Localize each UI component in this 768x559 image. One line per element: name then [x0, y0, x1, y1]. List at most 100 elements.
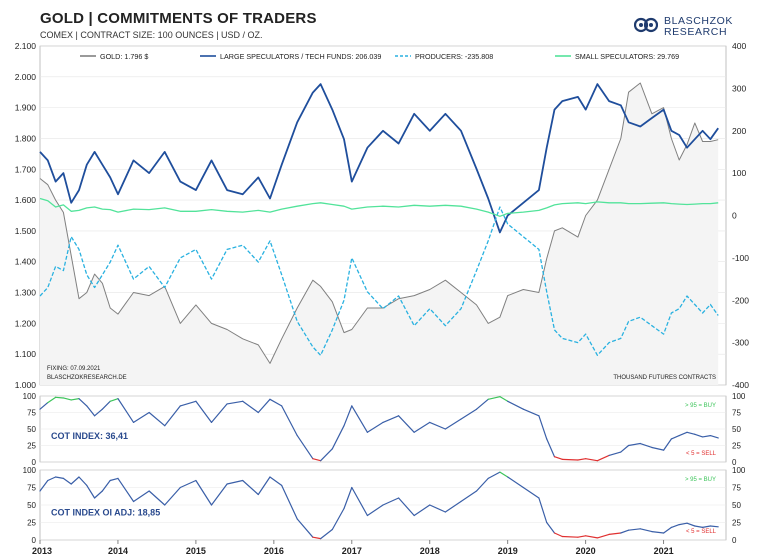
index-segment	[93, 408, 103, 417]
index-segment	[148, 490, 166, 506]
cot-index-label: COT INDEX: 36,41	[51, 431, 128, 441]
index-segment	[70, 398, 80, 401]
index-segment	[257, 476, 271, 496]
chart-subtitle: COMEX | CONTRACT SIZE: 100 OUNCES | USD …	[40, 30, 263, 40]
index-segment	[627, 442, 641, 447]
index-segment	[694, 433, 704, 438]
index-segment	[296, 435, 314, 460]
index-segment	[475, 398, 489, 410]
units-annotation: THOUSAND FUTURES CONTRACTS	[613, 375, 716, 381]
index-segment	[670, 523, 680, 529]
index-segment	[54, 476, 64, 479]
index-segment	[620, 529, 630, 534]
sell-threshold-label: < 5 = SELL	[686, 529, 717, 535]
index-segment	[281, 484, 298, 520]
index-segment	[195, 479, 213, 506]
index-segment	[164, 405, 181, 427]
index-segment	[608, 532, 622, 536]
brand-logo: BLASCHZOK RESEARCH	[634, 13, 764, 39]
y-tick-label-left: 25	[27, 442, 36, 451]
index-segment	[117, 398, 135, 423]
y-tick-label-left: 1.100	[15, 349, 37, 359]
y-tick-label-right: 100	[732, 392, 746, 401]
index-segment	[269, 476, 283, 486]
legend-entry: SMALL SPECULATORS: 29.769	[575, 52, 679, 61]
y-tick-label-left: 75	[27, 484, 36, 493]
owl-logo-icon	[634, 17, 658, 33]
x-tick-label: 2013	[32, 546, 52, 556]
y-tick-label-left: 25	[27, 519, 36, 528]
sell-threshold-label: < 5 = SELL	[686, 451, 717, 457]
y-tick-label-left: 2.000	[15, 72, 37, 82]
index-segment	[242, 400, 259, 414]
index-segment	[596, 533, 610, 539]
index-segment	[670, 435, 680, 440]
index-segment	[195, 400, 213, 423]
buy-threshold-label: > 95 = BUY	[685, 403, 716, 409]
index-segment	[47, 476, 57, 482]
y-tick-label-left: 1.200	[15, 318, 37, 328]
index-segment	[585, 535, 598, 539]
index-segment	[561, 458, 579, 461]
y-tick-label-right: 50	[732, 501, 741, 510]
index-segment	[93, 490, 103, 499]
index-segment	[366, 421, 384, 433]
index-segment	[331, 507, 345, 531]
index-segment	[639, 528, 653, 533]
logo-text-line2: RESEARCH	[664, 26, 728, 38]
index-segment	[320, 448, 333, 462]
index-segment	[651, 446, 665, 451]
index-segment	[678, 431, 688, 437]
index-segment	[47, 396, 57, 404]
cot-index-panel: 100 100 75 75 50 50 25 25 0 0 COT INDEX: 36,41 > 95…	[23, 392, 746, 467]
index-segment	[709, 435, 719, 439]
y-tick-label-left: 2.100	[15, 41, 37, 51]
index-segment	[546, 438, 556, 458]
index-segment	[148, 411, 166, 427]
index-segment	[596, 454, 610, 462]
x-tick-label: 2016	[264, 546, 284, 556]
y-tick-label-right: 50	[732, 425, 741, 434]
index-segment	[507, 400, 524, 410]
y-tick-label-left: 1.300	[15, 288, 37, 298]
index-segment	[269, 398, 283, 407]
index-segment	[70, 476, 80, 485]
x-tick-label: 2014	[108, 546, 128, 556]
y-tick-label-right: 25	[732, 442, 741, 451]
y-tick-label-right: 0	[732, 458, 737, 467]
index-segment	[546, 521, 556, 534]
index-segment	[210, 483, 228, 506]
x-tick-label: 2015	[186, 546, 206, 556]
index-segment	[351, 405, 369, 433]
y-tick-label-right: 100	[732, 168, 746, 178]
index-segment	[651, 530, 665, 534]
index-segment	[86, 484, 96, 499]
y-tick-label-left: 1.800	[15, 133, 37, 143]
series-line-producers	[39, 206, 719, 356]
y-tick-label-left: 100	[23, 466, 37, 475]
y-tick-label-left: 100	[23, 392, 37, 401]
index-segment	[577, 535, 587, 538]
x-tick-label: 2021	[654, 546, 674, 556]
index-segment	[109, 477, 119, 482]
index-segment	[226, 400, 244, 405]
logo-text-line1: BLASCHZOK	[664, 15, 733, 27]
series-line-large-speculators-tech-funds	[39, 83, 719, 234]
y-tick-label-left: 1.000	[15, 380, 37, 390]
index-segment	[663, 438, 673, 451]
index-segment	[538, 415, 548, 440]
index-segment	[312, 458, 322, 462]
index-segment	[702, 435, 712, 438]
index-segment	[179, 479, 197, 489]
index-segment	[296, 518, 314, 538]
index-segment	[132, 411, 150, 423]
index-segment	[101, 479, 111, 492]
index-segment	[460, 490, 478, 503]
index-segment	[109, 398, 119, 402]
index-segment	[226, 479, 244, 485]
index-segment	[522, 486, 540, 499]
y-tick-label-right: 200	[732, 126, 746, 136]
index-segment	[620, 444, 630, 453]
y-tick-label-right: -200	[732, 295, 749, 305]
